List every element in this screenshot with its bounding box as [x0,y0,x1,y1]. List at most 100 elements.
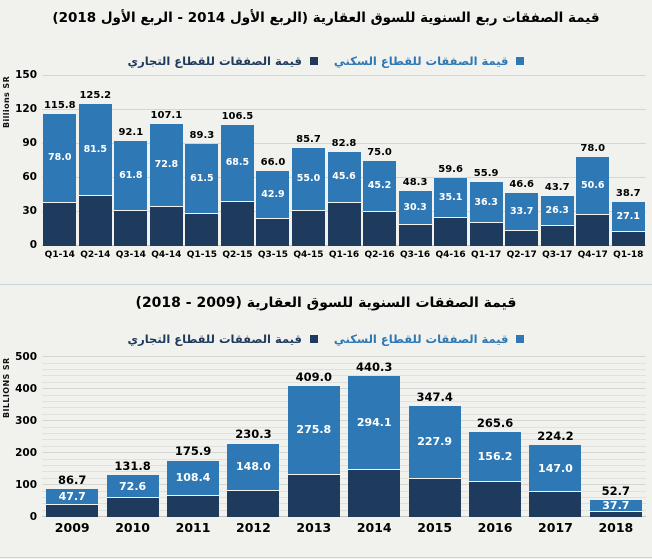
bar-column: 86.7 47.7 2009 [42,357,102,534]
annual-chart-area: BILLIONS SR 0 100 200 300 400 500 86.7 47.7 200… [0,352,652,534]
bar-segment-residential: 227.9 [408,406,461,479]
bar-total-label: 82.8 [331,137,357,149]
gridline [42,426,646,428]
bar-total-label: 125.2 [79,89,112,101]
bar-column: 125.2 81.5 Q2-14 [78,76,114,259]
bar-stack: 30.3 [398,190,432,246]
bar-segment-residential: 72.6 [106,475,159,499]
gridline [42,356,646,358]
bar-column: 52.7 37.7 2018 [586,357,646,534]
bar-segment-residential: 108.4 [167,460,219,496]
x-axis-label: Q2-14 [80,249,111,260]
quarterly-chart-panel: قيمة الصفقات ربع السنوية للسوق العقارية … [0,10,652,259]
bar-total-label: 86.7 [58,472,87,487]
gridline [42,503,646,505]
bar-segment-residential: 68.5 [220,124,254,203]
bar-total-label: 175.9 [174,444,212,459]
bar-segment-residential: 45.6 [327,151,361,204]
bar-segment-commercial [291,210,325,246]
bar-column: 89.3 61.5 Q1-15 [184,76,220,259]
bar-total-label: 224.2 [537,428,574,443]
gridline [42,477,646,479]
annual-chart-legend: قيمة الصفقات للقطاع السكني قيمة الصفقات … [0,332,652,346]
bar-column: 43.7 26.3 Q3-17 [539,76,575,259]
bar-segment-commercial [327,203,361,246]
x-axis-label: 2015 [417,520,453,536]
bar-stack: 294.1 [348,376,401,518]
bar-column: 92.1 61.8 Q3-14 [113,76,149,259]
x-axis-label: Q1-17 [471,249,502,260]
bar-total-label: 55.9 [473,168,499,180]
y-axis-tick: 500 [15,350,37,363]
x-axis-label: Q1-15 [186,249,217,260]
bar-segment-residential: 30.3 [398,190,432,226]
x-axis-label: 2013 [296,520,332,536]
legend-marker-residential-icon [516,335,525,344]
bar-column: 82.8 45.6 Q1-16 [326,76,362,259]
bar-total-label: 48.3 [402,176,428,188]
gridline [42,465,646,466]
x-axis-label: 2011 [175,520,211,536]
bar-stack: 47.7 [46,489,99,518]
bar-total-label: 85.7 [296,134,321,146]
x-axis-label: Q3-15 [257,249,289,260]
gridline [42,74,646,76]
bar-segment-residential: 42.9 [256,170,290,220]
bar-segment-residential: 78.0 [43,114,77,203]
bar-column: 59.6 35.1 Q4-16 [433,76,469,259]
x-axis-label: Q1-16 [328,249,360,260]
bar-segment-residential: 37.7 [589,500,642,513]
y-axis-tick: 200 [15,446,37,459]
gridline [42,420,646,422]
bar-segment-residential: 156.2 [469,432,522,483]
bar-columns: 86.7 47.7 2009 131.8 72.6 2010 175.9 108.4 2011 2… [42,357,646,534]
gridline [42,439,646,441]
bar-segment-residential: 36.3 [469,182,503,224]
y-axis-tick: 30 [22,205,37,218]
legend-label-residential: قيمة الصفقات للقطاع السكني [333,332,509,347]
gridline [42,394,646,396]
x-axis-label: Q3-14 [115,249,146,260]
gridline [42,509,646,511]
bar-column: 265.6 156.2 2016 [465,357,525,534]
bar-stack: 45.6 [327,151,361,246]
bar-column: 38.7 27.1 Q1-18 [611,76,647,259]
bar-segment-residential: 294.1 [348,376,401,471]
y-axis-tick: 0 [29,510,37,523]
legend-label-commercial: قيمة الصفقات للقطاع التجاري [127,332,302,347]
x-axis-label: Q2-17 [506,249,537,260]
gridline [42,369,646,370]
bar-segment-commercial [589,512,642,518]
bar-stack: 108.4 [167,460,219,518]
gridline [42,484,646,486]
bar-column: 107.1 72.8 Q4-14 [149,76,185,259]
bar-segment-residential: 61.5 [185,144,219,215]
bar-columns: 115.8 78.0 Q1-14 125.2 81.5 Q2-14 92.1 61.8 Q3-1… [42,76,647,259]
bar-stack: 27.1 [611,201,645,246]
annual-plot-area: 86.7 47.7 2009 131.8 72.6 2010 175.9 108.4 2011 2… [42,356,646,534]
bar-segment-commercial [256,219,290,246]
legend-marker-commercial-icon [309,56,318,65]
bar-segment-residential: 45.2 [363,160,397,212]
bar-column: 66.0 42.9 Q3-15 [255,76,291,259]
x-axis-label: Q4-15 [293,249,324,260]
legend-marker-residential-icon [516,56,525,65]
bar-segment-residential: 50.6 [576,157,610,215]
legend-item-residential: قيمة الصفقات للقطاع السكني [334,332,525,346]
bar-total-label: 78.0 [580,143,606,155]
bar-stack: 227.9 [408,406,461,518]
bar-segment-commercial [469,223,503,246]
x-axis-label: 2014 [356,520,392,536]
x-axis-label: 2016 [477,520,513,536]
legend-item-commercial: قيمة الصفقات للقطاع التجاري [128,332,318,346]
bar-total-label: 38.7 [615,187,641,199]
bar-stack: 275.8 [287,386,340,518]
gridline [42,142,646,144]
bar-segment-commercial [149,206,183,246]
bar-column: 78.0 50.6 Q4-17 [575,76,611,259]
bar-segment-residential: 55.0 [291,148,325,211]
quarterly-chart-legend: قيمة الصفقات للقطاع السكني قيمة الصفقات … [0,54,652,68]
bar-segment-commercial [287,474,340,518]
bar-column: 48.3 30.3 Q3-16 [397,76,433,259]
annual-chart-title: قيمة الصفقات السنوية للسوق العقارية (200… [135,295,517,311]
